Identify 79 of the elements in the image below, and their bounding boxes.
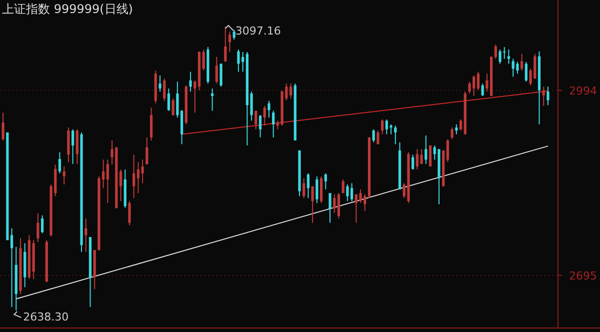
candlestick xyxy=(333,194,336,214)
candlestick xyxy=(498,49,502,64)
candlestick xyxy=(2,112,4,141)
candlestick xyxy=(289,83,292,99)
candlestick xyxy=(254,110,258,130)
candlestick xyxy=(232,29,236,40)
candlestick xyxy=(316,176,318,204)
candlestick xyxy=(376,130,380,145)
candlestick xyxy=(220,63,222,88)
candlestick xyxy=(359,188,362,204)
annotation: 3097.16 xyxy=(235,24,281,38)
candlestick xyxy=(163,78,166,102)
candlestick xyxy=(306,172,310,199)
candlestick xyxy=(146,136,148,166)
candlestick xyxy=(546,86,550,106)
candlestick xyxy=(311,186,314,224)
chart-title: 上证指数 999999(日线) xyxy=(2,2,133,16)
candlestick xyxy=(40,214,44,234)
y-tick-label: 2994 xyxy=(569,84,597,98)
candlestick xyxy=(158,75,162,92)
candlestick xyxy=(228,31,232,52)
candlestick xyxy=(141,159,144,184)
candlestick xyxy=(481,83,484,96)
candlestick xyxy=(459,118,462,132)
candlestick xyxy=(302,178,306,199)
candlestick xyxy=(428,144,432,167)
candlestick xyxy=(76,128,78,164)
candlestick xyxy=(372,128,375,143)
candlestick xyxy=(224,26,227,62)
candlestick xyxy=(167,88,170,112)
candlestick xyxy=(263,105,266,126)
candlestick xyxy=(71,128,74,164)
candlestick xyxy=(342,178,344,194)
candlestick xyxy=(450,126,454,140)
candlestick xyxy=(394,125,397,145)
candlestick xyxy=(455,124,458,135)
candlestick xyxy=(202,49,205,72)
candlestick xyxy=(150,107,153,141)
candlestick xyxy=(420,148,423,164)
candlestick xyxy=(272,110,275,138)
candlestick xyxy=(424,135,428,164)
candlestick xyxy=(524,61,528,82)
candlestick xyxy=(328,192,332,224)
candlestick xyxy=(412,154,414,170)
candlestick xyxy=(516,61,519,74)
candlestick xyxy=(62,166,66,185)
candlestick xyxy=(507,49,510,64)
candlestick xyxy=(390,124,392,135)
candlestick xyxy=(128,200,131,226)
candlestick xyxy=(346,184,349,202)
y-tick-label: 2695 xyxy=(569,269,597,282)
candlestick xyxy=(194,80,196,114)
candlestick xyxy=(237,49,240,72)
candlestick xyxy=(210,88,214,112)
candlestick xyxy=(258,114,262,138)
candlestick xyxy=(58,152,62,174)
candlestick xyxy=(119,169,122,202)
candlestick xyxy=(106,159,109,204)
candlestick xyxy=(494,44,497,60)
candlestick xyxy=(176,81,179,118)
candlestick xyxy=(350,182,354,202)
candlestick xyxy=(337,192,340,219)
candlestick xyxy=(180,110,184,145)
candlestick xyxy=(36,213,40,242)
candlestick xyxy=(189,71,192,92)
candlestick xyxy=(381,118,384,135)
candlestick xyxy=(268,100,270,118)
candlestick xyxy=(132,154,136,199)
candlestick xyxy=(84,218,88,252)
candlestick xyxy=(446,138,450,163)
candlestick xyxy=(476,71,480,91)
candlestick xyxy=(10,228,14,308)
candlestick xyxy=(324,172,327,190)
candlestick xyxy=(215,56,218,84)
candlestick xyxy=(172,98,174,116)
candlestick xyxy=(520,53,524,72)
candlestick xyxy=(542,86,545,106)
candlestick xyxy=(320,176,323,204)
annotation: 2638.30 xyxy=(23,310,69,324)
